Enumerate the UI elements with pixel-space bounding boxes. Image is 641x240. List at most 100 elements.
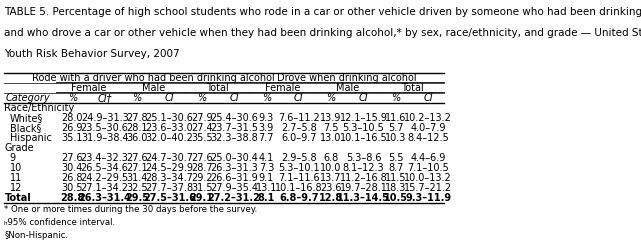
Text: 4.1: 4.1 (259, 153, 274, 163)
Text: CI: CI (423, 93, 433, 103)
Text: 5.7: 5.7 (388, 123, 404, 133)
Text: 27.9–35.4: 27.9–35.4 (210, 183, 258, 193)
Text: 5.3–10.5: 5.3–10.5 (342, 123, 385, 133)
Text: Drove when drinking alcohol: Drove when drinking alcohol (278, 73, 417, 83)
Text: 7.6–11.2: 7.6–11.2 (278, 113, 320, 123)
Text: 13.0: 13.0 (320, 133, 342, 143)
Text: 18.3: 18.3 (385, 183, 406, 193)
Text: Total: Total (206, 83, 229, 93)
Text: 27.4: 27.4 (191, 123, 213, 133)
Text: 8.1: 8.1 (258, 193, 275, 203)
Text: 7.7: 7.7 (258, 133, 274, 143)
Text: 11.3–14.5: 11.3–14.5 (337, 193, 390, 203)
Text: 27.6: 27.6 (62, 153, 83, 163)
Text: 6.8–9.7: 6.8–9.7 (279, 193, 319, 203)
Text: 23.4–32.3: 23.4–32.3 (81, 153, 129, 163)
Text: 7.5: 7.5 (323, 123, 339, 133)
Text: 27.1–34.2: 27.1–34.2 (81, 183, 129, 193)
Text: Total: Total (4, 193, 31, 203)
Text: 27.6: 27.6 (191, 153, 213, 163)
Text: 13.7: 13.7 (320, 173, 342, 183)
Text: 9.1: 9.1 (259, 173, 274, 183)
Text: 26.3–31.3: 26.3–31.3 (210, 163, 258, 173)
Text: 11.6: 11.6 (385, 113, 406, 123)
Text: 27.8: 27.8 (126, 113, 148, 123)
Text: Female: Female (71, 83, 106, 93)
Text: Total: Total (401, 83, 423, 93)
Text: CI†: CI† (97, 93, 112, 103)
Text: Rode with a driver who had been drinking alcohol: Rode with a driver who had been drinking… (32, 73, 274, 83)
Text: 27.9: 27.9 (191, 113, 213, 123)
Text: 23.6–33.0: 23.6–33.0 (146, 123, 193, 133)
Text: 25.0–30.4: 25.0–30.4 (210, 153, 258, 163)
Text: Hispanic: Hispanic (10, 133, 52, 143)
Text: 24.9–31.3: 24.9–31.3 (81, 113, 128, 123)
Text: 15.7–21.2: 15.7–21.2 (404, 183, 452, 193)
Text: 24.5–29.9: 24.5–29.9 (146, 163, 194, 173)
Text: Male: Male (336, 83, 359, 93)
Text: 28.1: 28.1 (126, 123, 147, 133)
Text: 31.9–38.4: 31.9–38.4 (81, 133, 128, 143)
Text: * One or more times during the 30 days before the survey.: * One or more times during the 30 days b… (4, 205, 258, 214)
Text: %: % (326, 93, 336, 103)
Text: 10.2–13.2: 10.2–13.2 (404, 113, 452, 123)
Text: 28.3–34.7: 28.3–34.7 (146, 173, 194, 183)
Text: %: % (391, 93, 401, 103)
Text: 27.6: 27.6 (126, 153, 148, 163)
Text: 28.8: 28.8 (60, 193, 85, 203)
Text: 23.7–31.5: 23.7–31.5 (210, 123, 258, 133)
Text: 10.0–13.2: 10.0–13.2 (404, 173, 452, 183)
Text: 8.1–12.3: 8.1–12.3 (343, 163, 384, 173)
Text: 8.7: 8.7 (388, 163, 403, 173)
Text: %: % (68, 93, 77, 103)
Text: CI: CI (294, 93, 304, 103)
Text: CI: CI (165, 93, 174, 103)
Text: 32.3–38.8: 32.3–38.8 (210, 133, 258, 143)
Text: 7.3: 7.3 (259, 163, 274, 173)
Text: 11.5: 11.5 (385, 173, 406, 183)
Text: 26.5–34.6: 26.5–34.6 (81, 163, 129, 173)
Text: 31.4: 31.4 (126, 173, 147, 183)
Text: 35.5: 35.5 (191, 133, 213, 143)
Text: 29.5: 29.5 (125, 193, 149, 203)
Text: 6.8: 6.8 (324, 153, 338, 163)
Text: Race/Ethnicity: Race/Ethnicity (4, 103, 75, 113)
Text: 23.5–30.6: 23.5–30.6 (81, 123, 129, 133)
Text: %: % (197, 93, 206, 103)
Text: 3.9: 3.9 (259, 123, 274, 133)
Text: 19.7–28.1: 19.7–28.1 (340, 183, 387, 193)
Text: 9.3: 9.3 (259, 113, 274, 123)
Text: 13.9: 13.9 (320, 113, 342, 123)
Text: 26.3–31.4: 26.3–31.4 (78, 193, 131, 203)
Text: CI: CI (229, 93, 239, 103)
Text: 7.1–10.5: 7.1–10.5 (407, 163, 449, 173)
Text: 10.1–16.8: 10.1–16.8 (275, 183, 322, 193)
Text: 27.2–31.2: 27.2–31.2 (208, 193, 260, 203)
Text: 10.1–16.5: 10.1–16.5 (340, 133, 387, 143)
Text: 10.0: 10.0 (320, 163, 342, 173)
Text: 5.5: 5.5 (388, 153, 404, 163)
Text: 32.5: 32.5 (126, 183, 148, 193)
Text: 4.4–6.9: 4.4–6.9 (410, 153, 446, 163)
Text: 27.7–37.8: 27.7–37.8 (146, 183, 194, 193)
Text: 24.7–30.7: 24.7–30.7 (146, 153, 194, 163)
Text: 28.0: 28.0 (62, 113, 83, 123)
Text: 2.9–5.8: 2.9–5.8 (281, 153, 317, 163)
Text: %: % (132, 93, 142, 103)
Text: 31.5: 31.5 (191, 183, 212, 193)
Text: Female: Female (265, 83, 300, 93)
Text: 28.7: 28.7 (191, 163, 213, 173)
Text: 8.4–12.5: 8.4–12.5 (407, 133, 449, 143)
Text: 26.9: 26.9 (62, 123, 83, 133)
Text: Male: Male (142, 83, 165, 93)
Text: and who drove a car or other vehicle when they had been drinking alcohol,* by se: and who drove a car or other vehicle whe… (4, 28, 641, 38)
Text: 5.3–8.6: 5.3–8.6 (345, 153, 381, 163)
Text: 12.1–15.9: 12.1–15.9 (340, 113, 387, 123)
Text: Youth Risk Behavior Survey, 2007: Youth Risk Behavior Survey, 2007 (4, 49, 180, 59)
Text: 9.3–11.9: 9.3–11.9 (405, 193, 451, 203)
Text: 36.0: 36.0 (126, 133, 147, 143)
Text: CI: CI (358, 93, 368, 103)
Text: 24.2–29.5: 24.2–29.5 (81, 173, 129, 183)
Text: 29.1: 29.1 (190, 193, 213, 203)
Text: 29.2: 29.2 (191, 173, 213, 183)
